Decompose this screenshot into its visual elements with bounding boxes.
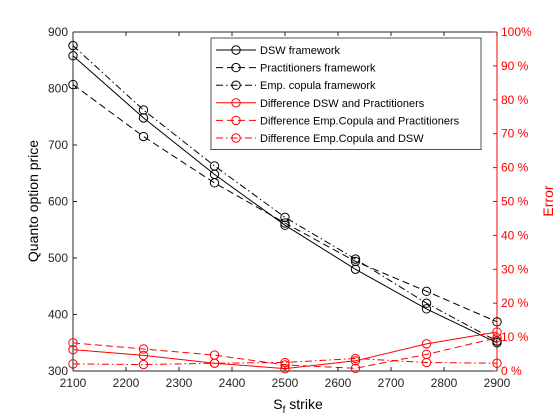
x-axis-title-subscript: f xyxy=(283,405,286,416)
axis-titles: Quanto option price Error Sf strike xyxy=(25,140,556,416)
data-point xyxy=(138,105,149,115)
y-left-tick-label: 600 xyxy=(48,195,68,209)
legend: DSW framework Practitioners framework Emp.… xyxy=(210,37,482,150)
x-tick-label: 2800 xyxy=(431,376,458,390)
y-left-tick-label: 700 xyxy=(48,138,68,152)
y-right-tick-label: 40 % xyxy=(501,228,529,242)
data-point xyxy=(421,298,432,308)
x-tick-label: 2100 xyxy=(60,376,87,390)
y-right-tick-label: 20 % xyxy=(501,296,529,310)
legend-label: Emp. copula framework xyxy=(260,80,376,92)
legend-box xyxy=(210,37,482,150)
y-right-tick-label: 80 % xyxy=(501,93,529,107)
data-point xyxy=(492,327,502,337)
legend-marker xyxy=(231,62,241,73)
data-point xyxy=(280,212,290,223)
legend-label: Difference DSW and Practitioners xyxy=(260,98,425,110)
legend-label: Difference Emp.Copula and DSW xyxy=(260,133,424,145)
legend-label: Difference Emp.Copula and Practitioners xyxy=(260,115,460,127)
series-line xyxy=(72,84,498,323)
data-point xyxy=(68,40,78,51)
x-tick-label: 2200 xyxy=(113,376,140,390)
y-right-tick-label: 10 % xyxy=(501,330,529,344)
data-point xyxy=(68,344,78,355)
series-line xyxy=(72,45,498,342)
series-line xyxy=(72,357,498,366)
y-right-tick-label: 100% xyxy=(501,25,532,39)
data-point xyxy=(209,178,220,188)
data-point xyxy=(68,51,78,61)
y-right-tick-label: 60 % xyxy=(501,161,529,175)
data-point xyxy=(138,344,149,354)
data-point xyxy=(421,304,432,314)
legend-label: Practitioners framework xyxy=(260,63,376,75)
y-right-tick-label: 50 % xyxy=(501,195,529,209)
data-point xyxy=(350,353,361,364)
legend-marker xyxy=(231,133,241,143)
x-tick-label: 2300 xyxy=(166,376,193,390)
y-left-tick-label: 500 xyxy=(48,251,68,265)
data-point xyxy=(209,161,220,171)
data-point xyxy=(209,358,220,368)
legend-marker xyxy=(231,98,241,108)
series-6 xyxy=(68,353,502,370)
x-tick-label: 2700 xyxy=(378,376,405,390)
data-point xyxy=(138,359,149,370)
legend-label: DSW framework xyxy=(260,45,341,57)
y-axis-right-title: Error xyxy=(540,185,556,216)
y-left-tick-label: 400 xyxy=(48,308,68,322)
x-axis-title-main: S xyxy=(273,396,282,412)
data-point xyxy=(280,357,290,368)
series-line xyxy=(72,55,498,344)
x-tick-label: 2500 xyxy=(272,376,299,390)
x-tick-label: 2900 xyxy=(484,376,511,390)
series-layer xyxy=(68,40,502,374)
ticks-layer: 2100 2200 2300 2400 2500 2600 2700 2800 2900 300 4… xyxy=(48,25,532,390)
data-point xyxy=(350,256,361,267)
data-point xyxy=(350,363,361,373)
data-point xyxy=(421,286,432,297)
x-tick-label: 2400 xyxy=(219,376,246,390)
y-right-tick-label: 90 % xyxy=(501,59,529,73)
data-point xyxy=(492,333,502,343)
y-right-tick-label: 70 % xyxy=(501,127,529,141)
legend-marker xyxy=(231,115,241,126)
data-point xyxy=(68,338,78,348)
data-point xyxy=(350,356,361,366)
y-right-tick-label: 0 % xyxy=(501,364,522,378)
series-line xyxy=(72,337,498,369)
data-point xyxy=(421,357,432,368)
y-left-tick-label: 900 xyxy=(48,25,68,39)
x-tick-label: 2600 xyxy=(325,376,352,390)
y-left-tick-label: 300 xyxy=(48,364,68,378)
y-right-tick-label: 30 % xyxy=(501,262,529,276)
legend-marker xyxy=(231,45,241,55)
x-axis-title-rest: strike xyxy=(285,396,323,412)
data-point xyxy=(492,317,502,327)
data-point xyxy=(421,339,432,349)
data-point xyxy=(138,350,149,361)
y-axis-left-title: Quanto option price xyxy=(25,140,41,262)
y-left-tick-label: 800 xyxy=(48,82,68,96)
legend-marker xyxy=(231,80,241,90)
data-point xyxy=(138,131,149,142)
x-axis-title: Sf strike xyxy=(273,396,323,416)
data-point xyxy=(350,254,361,264)
series-2 xyxy=(68,79,502,327)
data-point xyxy=(280,218,290,228)
